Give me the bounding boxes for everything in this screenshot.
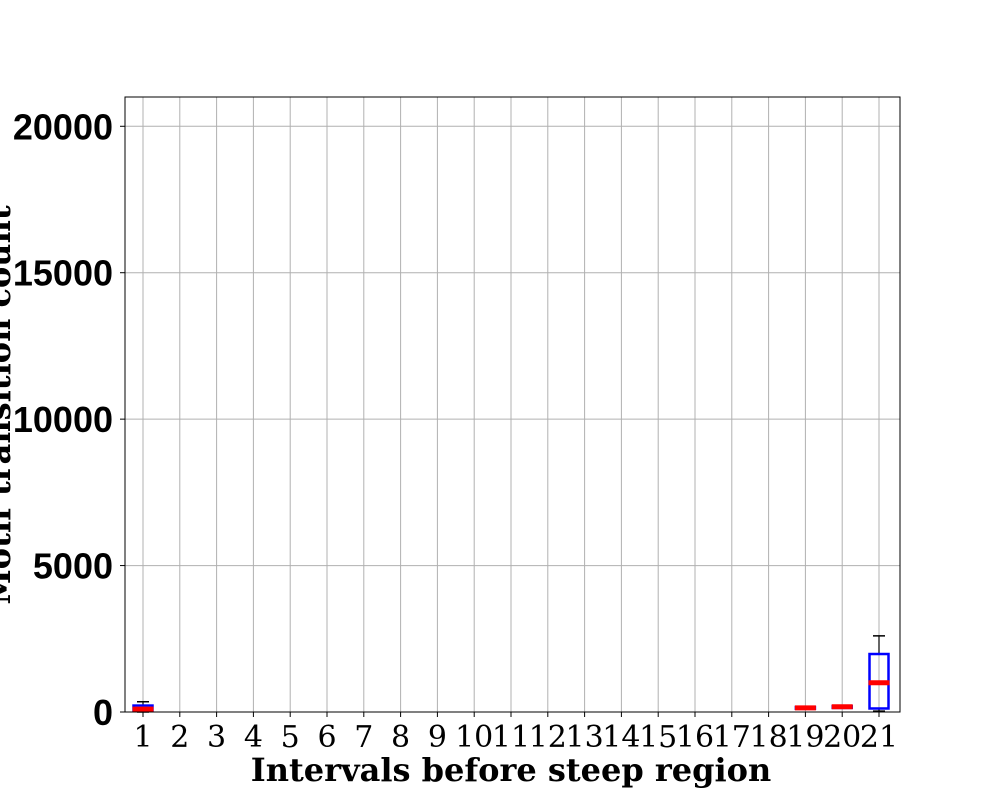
- y-axis-title: Motif transition count: [0, 205, 18, 604]
- box-1: [132, 701, 154, 713]
- y-tick-label: 20000: [13, 106, 113, 147]
- x-tick-label: 13: [566, 720, 604, 755]
- x-tick-label: 9: [428, 720, 447, 755]
- y-tick-label: 5000: [33, 546, 113, 587]
- x-tick-label: 14: [602, 720, 640, 755]
- x-tick-label: 17: [713, 720, 751, 755]
- x-tick-label: 21: [860, 720, 898, 755]
- x-tick-label: 20: [823, 720, 861, 755]
- x-tick-label: 10: [455, 720, 493, 755]
- x-tick-label: 16: [676, 720, 714, 755]
- y-axis-ticks: 0 5000 10000 15000 20000: [13, 106, 125, 733]
- box-20: [831, 704, 853, 710]
- box-series: [132, 635, 890, 713]
- y-tick-label: 10000: [13, 399, 113, 440]
- x-tick-label: 4: [244, 720, 263, 755]
- x-tick-label: 5: [281, 720, 300, 755]
- x-tick-label: 3: [207, 720, 226, 755]
- x-tick-label: 11: [492, 720, 530, 755]
- x-tick-label: 8: [391, 720, 410, 755]
- x-tick-label: 7: [354, 720, 373, 755]
- x-tick-label: 15: [639, 720, 677, 755]
- grid-lines: [125, 97, 900, 713]
- y-tick-label: 15000: [13, 253, 113, 294]
- x-tick-label: 12: [529, 720, 567, 755]
- y-tick-label: 0: [93, 692, 113, 733]
- x-tick-label: 18: [750, 720, 788, 755]
- box-21: [868, 635, 890, 712]
- x-tick-label: 1: [133, 720, 152, 755]
- box-19: [794, 705, 817, 711]
- x-axis-title: Intervals before steep region: [251, 751, 771, 789]
- x-tick-label: 6: [317, 720, 336, 755]
- plot-frame: [124, 96, 901, 713]
- x-tick-label: 2: [170, 720, 189, 755]
- x-tick-label: 19: [786, 720, 824, 755]
